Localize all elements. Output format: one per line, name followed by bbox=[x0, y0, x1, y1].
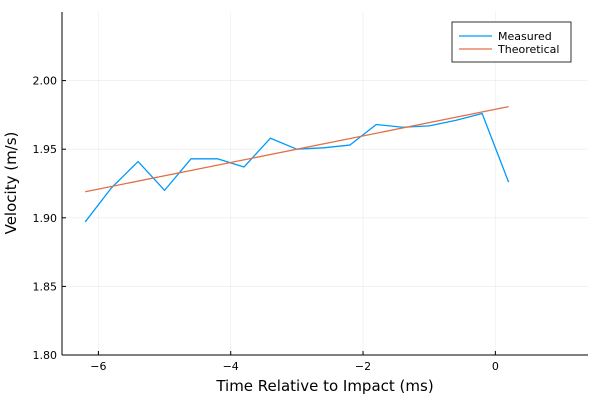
series-line-theoretical bbox=[85, 106, 509, 193]
y-tick-label: 1.95 bbox=[33, 143, 58, 156]
y-axis-title: Velocity (m/s) bbox=[2, 132, 20, 235]
x-tick-label: 0 bbox=[492, 360, 499, 373]
y-tick-label: 1.80 bbox=[33, 349, 58, 362]
grid bbox=[62, 12, 588, 356]
axes bbox=[61, 12, 588, 356]
x-tick-label: −4 bbox=[223, 360, 239, 373]
series bbox=[84, 106, 510, 223]
legend-label-theoretical: Theoretical bbox=[497, 43, 559, 56]
x-axis-title: Time Relative to Impact (ms) bbox=[215, 377, 433, 395]
legend-label-measured: Measured bbox=[498, 30, 552, 43]
x-tick-label: −2 bbox=[355, 360, 371, 373]
y-tick-label: 1.90 bbox=[33, 212, 58, 225]
y-tick-label: 1.85 bbox=[33, 280, 58, 293]
legend: Measured Theoretical bbox=[451, 21, 572, 63]
legend-box bbox=[451, 21, 572, 63]
y-tick-label: 2.00 bbox=[33, 75, 58, 88]
x-tick-label: −6 bbox=[90, 360, 106, 373]
series-line-measured bbox=[84, 112, 510, 223]
tick-labels: −6 −4 −2 0 1.80 1.85 1.90 1.95 2.00 bbox=[33, 75, 499, 373]
